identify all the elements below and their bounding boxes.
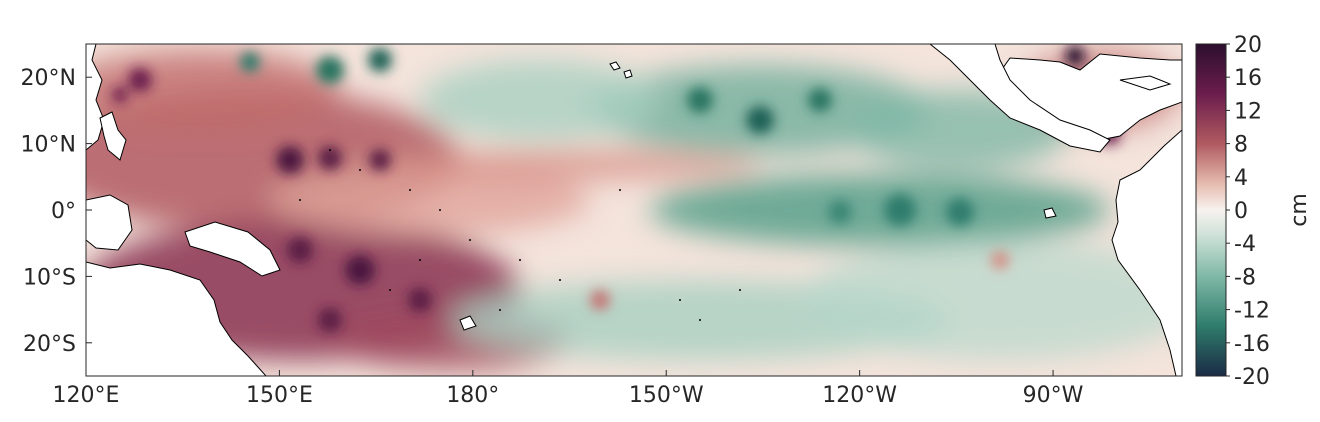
latitude-tick-label: 10°S — [23, 265, 76, 290]
colorbar-gradient — [1195, 43, 1227, 377]
colorbar-tick-label: 0 — [1234, 199, 1248, 224]
pacific-island-dots — [299, 149, 741, 321]
longitude-tick-label: 180° — [446, 383, 499, 408]
longitude-tick-label: 120°W — [822, 383, 897, 408]
longitude-tick-label: 150°W — [629, 383, 704, 408]
latitude-axis: 20°N 10°N 0° 10°S 20°S — [21, 66, 92, 357]
new-guinea — [184, 221, 281, 277]
philippines — [99, 111, 127, 161]
anomaly-field — [86, 44, 1182, 376]
central-america-coast — [929, 44, 1111, 153]
colorbar: 20 16 12 8 4 0 -4 -8 -12 -16 -20 cm — [1195, 33, 1312, 390]
colorbar-tick-label: 8 — [1234, 133, 1248, 158]
longitude-tick-label: 150°E — [246, 383, 313, 408]
colorbar-tick-label: 16 — [1234, 66, 1262, 91]
longitude-axis: 120°E 150°E 180° 150°W 120°W 90°W — [53, 370, 1084, 408]
colorbar-tick-label: -20 — [1234, 365, 1270, 390]
colorbar-tick-label: -16 — [1234, 332, 1270, 357]
colorbar-tick-label: -8 — [1234, 265, 1256, 290]
latitude-tick-label: 20°S — [23, 332, 76, 357]
colorbar-tick-label: 20 — [1234, 33, 1262, 58]
colorbar-tick-label: -4 — [1234, 232, 1256, 257]
latitude-tick-label: 0° — [51, 199, 76, 224]
map-panel: 120°E 150°E 180° 150°W 120°W 90°W 20°N 10°N 0° 1… — [21, 43, 1183, 408]
indonesia — [86, 194, 133, 251]
fiji — [459, 315, 477, 331]
colorbar-tick-label: 4 — [1234, 166, 1248, 191]
caribbean-islands — [1119, 75, 1172, 91]
galapagos — [1043, 207, 1057, 219]
colorbar-tick-label: 12 — [1234, 99, 1262, 124]
australia — [86, 261, 267, 376]
latitude-tick-label: 10°N — [21, 133, 76, 158]
north-america — [912, 44, 1182, 376]
latitude-tick-label: 20°N — [21, 66, 76, 91]
colorbar-unit-label: cm — [1287, 193, 1312, 227]
colorbar-tick-label: -12 — [1234, 299, 1270, 324]
asia-landmass — [86, 44, 105, 151]
colorbar-ticks: 20 16 12 8 4 0 -4 -8 -12 -16 -20 — [1226, 33, 1270, 390]
longitude-tick-label: 120°E — [53, 383, 120, 408]
hawaii — [609, 61, 633, 79]
land-masses — [86, 44, 1182, 376]
longitude-tick-label: 90°W — [1023, 383, 1084, 408]
